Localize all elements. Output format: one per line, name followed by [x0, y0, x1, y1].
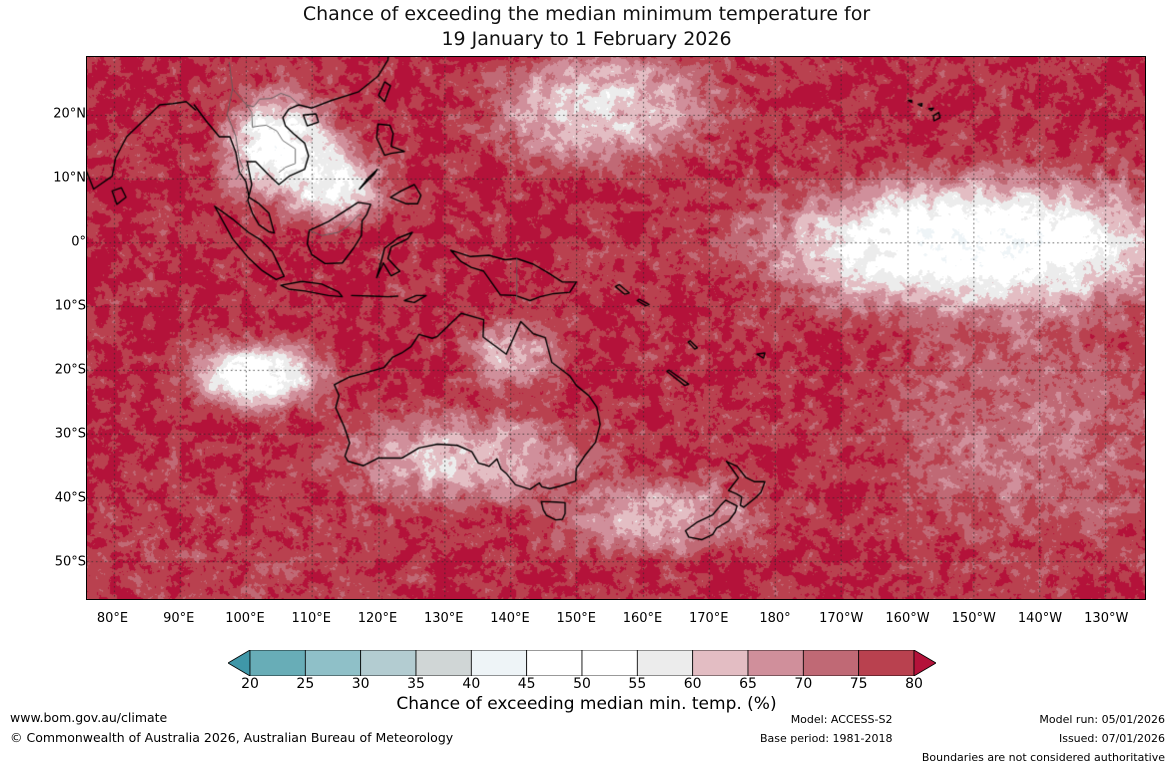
- lon-tick-label: 150°E: [556, 611, 597, 626]
- footer-left: www.bom.gov.au/climate © Commonwealth of…: [10, 708, 453, 748]
- colorbar-svg: [228, 650, 936, 676]
- lon-tick-label: 110°E: [291, 611, 332, 626]
- title-line-2: 19 January to 1 February 2026: [441, 28, 732, 50]
- colorbar-tick-label: 65: [739, 676, 757, 692]
- lat-tick-label: 0°: [71, 234, 86, 250]
- lat-tick-label: 20°N: [53, 106, 86, 122]
- lon-tick-label: 90°E: [163, 611, 195, 626]
- colorbar-segment: [802, 650, 860, 676]
- map-plot-area: [86, 56, 1146, 600]
- colorbar-tick-label: 60: [683, 676, 702, 692]
- colorbar-tick-label: 35: [407, 676, 425, 692]
- lon-tick-label: 120°E: [357, 611, 398, 626]
- colorbar-tick-label: 20: [241, 676, 259, 692]
- lat-tick-label: 10°S: [54, 298, 86, 314]
- colorbar-tick-label: 40: [462, 676, 481, 692]
- lon-tick-label: 170°E: [688, 611, 729, 626]
- colorbar: [228, 650, 936, 676]
- footer-run-info: Model run: 05/01/2026 Issued: 07/01/2026…: [922, 710, 1165, 767]
- lon-tick-label: 170°W: [819, 611, 864, 626]
- lon-tick-label: 140°W: [1017, 611, 1063, 626]
- lat-tick-label: 30°S: [54, 426, 86, 442]
- colorbar-label: Chance of exceeding median min. temp. (%…: [396, 694, 777, 714]
- issued-date: Issued: 07/01/2026: [1058, 732, 1165, 745]
- colorbar-segment: [747, 650, 804, 676]
- model-name: Model: ACCESS-S2: [790, 713, 893, 726]
- colorbar-segment: [858, 650, 915, 676]
- colorbar-tick-label: 25: [296, 676, 315, 692]
- lat-tick-label: 10°N: [53, 170, 86, 186]
- lat-tick-label: 40°S: [54, 490, 86, 506]
- colorbar-segment: [249, 650, 306, 676]
- colorbar-segment: [636, 650, 694, 676]
- footer-model-info: Model: ACCESS-S2 Base period: 1981-2018: [760, 710, 892, 748]
- lon-tick-label: 80°E: [96, 611, 129, 626]
- model-run-date: Model run: 05/01/2026: [1039, 713, 1165, 726]
- colorbar-segment: [304, 650, 362, 676]
- colorbar-over-arrow: [913, 650, 936, 676]
- lon-tick-label: 140°E: [490, 611, 530, 626]
- boundaries-disclaimer: Boundaries are not considered authoritat…: [921, 751, 1165, 764]
- colorbar-tick-label: 70: [794, 676, 813, 692]
- colorbar-tick-label: 55: [628, 676, 647, 692]
- colorbar-tick-label: 75: [849, 676, 868, 692]
- colorbar-tick-label: 50: [573, 676, 591, 692]
- lon-tick-label: 180°: [759, 611, 791, 626]
- lat-tick-label: 50°S: [54, 554, 86, 570]
- copyright-text: © Commonwealth of Australia 2026, Austra…: [10, 730, 454, 745]
- lon-tick-label: 160°E: [622, 611, 663, 626]
- bom-website-link[interactable]: www.bom.gov.au/climate: [10, 710, 168, 725]
- lon-tick-label: 130°W: [1084, 611, 1129, 626]
- lon-tick-label: 100°E: [225, 611, 265, 626]
- colorbar-segment: [526, 650, 583, 676]
- colorbar-tick-label: 80: [905, 676, 923, 692]
- colorbar-segment: [360, 650, 417, 676]
- colorbar-segment: [415, 650, 472, 676]
- colorbar-tick-label: 45: [517, 676, 536, 692]
- lon-tick-label: 160°W: [885, 611, 930, 626]
- colorbar-segment: [581, 650, 638, 676]
- colorbar-segment: [692, 650, 749, 676]
- title-line-1: Chance of exceeding the median minimum t…: [302, 3, 871, 25]
- base-period: Base period: 1981-2018: [760, 732, 893, 745]
- colorbar-tick-label: 30: [351, 676, 370, 692]
- probability-heatmap-canvas: [87, 57, 1145, 599]
- lon-tick-label: 150°W: [951, 611, 996, 626]
- colorbar-under-arrow: [228, 650, 251, 676]
- lat-tick-label: 20°S: [54, 362, 86, 378]
- page-title: Chance of exceeding the median minimum t…: [0, 2, 1173, 52]
- lon-tick-label: 130°E: [423, 611, 464, 626]
- colorbar-segment: [470, 650, 528, 676]
